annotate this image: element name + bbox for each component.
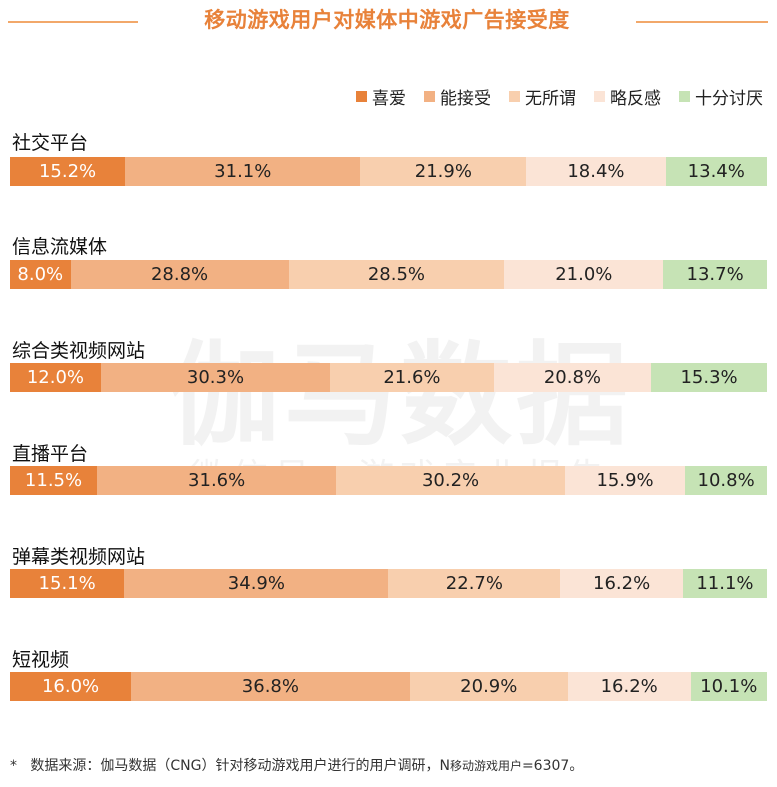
legend-swatch [509, 90, 520, 102]
stacked-bar: 8.0% 28.8% 28.5% 21.0% 13.7% [10, 260, 767, 289]
data-label: 18.4% [567, 161, 625, 182]
bar-segment: 18.4% [526, 157, 666, 186]
data-label: 31.6% [188, 470, 246, 491]
footnote-star: * [10, 758, 17, 774]
bar-segment: 13.7% [663, 260, 767, 289]
bar-segment: 15.3% [651, 363, 767, 392]
data-label: 16.0% [41, 676, 100, 697]
bar-segment: 21.0% [504, 260, 664, 289]
legend-swatch [424, 90, 435, 102]
data-label: 13.7% [686, 264, 744, 285]
data-label: 15.1% [38, 573, 96, 594]
data-label: 22.7% [445, 573, 503, 594]
legend-swatch [356, 90, 367, 102]
data-label: 10.8% [697, 470, 755, 491]
bar-segment: 16.0% [10, 672, 132, 701]
legend-label: 喜爱 [372, 88, 406, 109]
category-label: 信息流媒体 [12, 236, 108, 258]
title-bar: 移动游戏用户对媒体中游戏广告接受度 [0, 0, 777, 46]
stacked-bar: 16.0% 36.8% 20.9% 16.2% 10.1% [10, 672, 767, 701]
bar-segment: 11.1% [682, 569, 767, 598]
category-label: 短视频 [12, 649, 70, 671]
data-label: 30.3% [186, 367, 245, 388]
legend-item: 喜爱 [356, 84, 406, 109]
data-label: 34.9% [227, 573, 285, 594]
footnote-tail: =6307。 [521, 758, 584, 774]
data-label: 16.2% [600, 676, 658, 697]
bar-segment: 15.2% [10, 157, 126, 186]
legend-label: 能接受 [440, 88, 491, 109]
data-label: 31.1% [214, 161, 272, 182]
bar-segment: 10.1% [690, 672, 767, 701]
bar-segment: 30.3% [100, 363, 331, 392]
legend-item: 略反感 [594, 84, 661, 109]
stacked-bar: 11.5% 31.6% 30.2% 15.9% 10.8% [10, 466, 767, 495]
data-label: 13.4% [687, 161, 745, 182]
bar-segment: 30.2% [336, 466, 565, 495]
footnote-text: 数据来源：伽马数据（CNG）针对移动游戏用户进行的用户调研，N [30, 758, 450, 774]
legend-label: 十分讨厌 [695, 88, 763, 109]
chart-title: 移动游戏用户对媒体中游戏广告接受度 [204, 8, 570, 32]
category-label: 弹幕类视频网站 [12, 546, 146, 568]
title-rule-left [8, 21, 138, 23]
data-label: 20.9% [460, 676, 518, 697]
bar-segment: 28.8% [70, 260, 289, 289]
bar-segment: 20.9% [409, 672, 568, 701]
bar-segment: 21.6% [330, 363, 494, 392]
legend-swatch [594, 90, 605, 102]
legend: 喜爱 能接受 无所谓 略反感 十分讨厌 [356, 84, 763, 109]
bar-segment: 28.5% [288, 260, 505, 289]
bar-segment: 15.1% [10, 569, 125, 598]
bar-segment: 21.9% [360, 157, 527, 186]
data-label: 15.3% [680, 367, 738, 388]
bar-segment: 13.4% [665, 157, 767, 186]
data-label: 21.6% [383, 367, 441, 388]
footnote: * 数据来源：伽马数据（CNG）针对移动游戏用户进行的用户调研，N移动游戏用户=… [10, 755, 583, 775]
bar-segment: 36.8% [131, 672, 410, 701]
bar-segment: 31.6% [97, 466, 337, 495]
legend-item: 能接受 [424, 84, 491, 109]
bar-segment: 10.8% [685, 466, 767, 495]
category-label: 直播平台 [12, 443, 89, 465]
legend-swatch [679, 90, 690, 102]
data-label: 12.0% [26, 367, 84, 388]
bar-segment: 16.2% [560, 569, 683, 598]
data-label: 11.5% [24, 470, 83, 491]
data-label: 20.8% [543, 367, 601, 388]
data-label: 16.2% [593, 573, 651, 594]
bar-segment: 20.8% [493, 363, 652, 392]
title-rule-right [636, 21, 768, 23]
bar-segment: 22.7% [388, 569, 561, 598]
category-label: 社交平台 [12, 132, 89, 154]
bar-segment: 16.2% [567, 672, 691, 701]
category-label: 综合类视频网站 [12, 340, 146, 362]
stacked-bar: 15.1% 34.9% 22.7% 16.2% 11.1% [10, 569, 767, 598]
data-label: 30.2% [421, 470, 480, 491]
legend-label: 略反感 [610, 88, 661, 109]
data-label: 15.9% [596, 470, 654, 491]
legend-label: 无所谓 [525, 88, 576, 109]
data-label: 36.8% [241, 676, 299, 697]
data-label: 8.0% [17, 264, 64, 285]
bar-segment: 15.9% [564, 466, 686, 495]
bar-segment: 12.0% [10, 363, 101, 392]
legend-item: 无所谓 [509, 84, 576, 109]
data-label: 21.9% [414, 161, 472, 182]
bar-segment: 31.1% [125, 157, 361, 186]
stacked-bar: 12.0% 30.3% 21.6% 20.8% 15.3% [10, 363, 767, 392]
data-label: 10.1% [700, 676, 758, 697]
footnote-subscript: 移动游戏用户 [449, 759, 522, 773]
bar-segment: 11.5% [10, 466, 98, 495]
bar-segment: 8.0% [10, 260, 71, 289]
legend-item: 十分讨厌 [679, 84, 763, 109]
stacked-bar: 15.2% 31.1% 21.9% 18.4% 13.4% [10, 157, 767, 186]
data-label: 21.0% [555, 264, 613, 285]
data-label: 28.5% [367, 264, 426, 285]
bar-segment: 34.9% [124, 569, 389, 598]
data-label: 28.8% [150, 264, 209, 285]
data-label: 15.2% [38, 161, 97, 182]
data-label: 11.1% [696, 573, 754, 594]
